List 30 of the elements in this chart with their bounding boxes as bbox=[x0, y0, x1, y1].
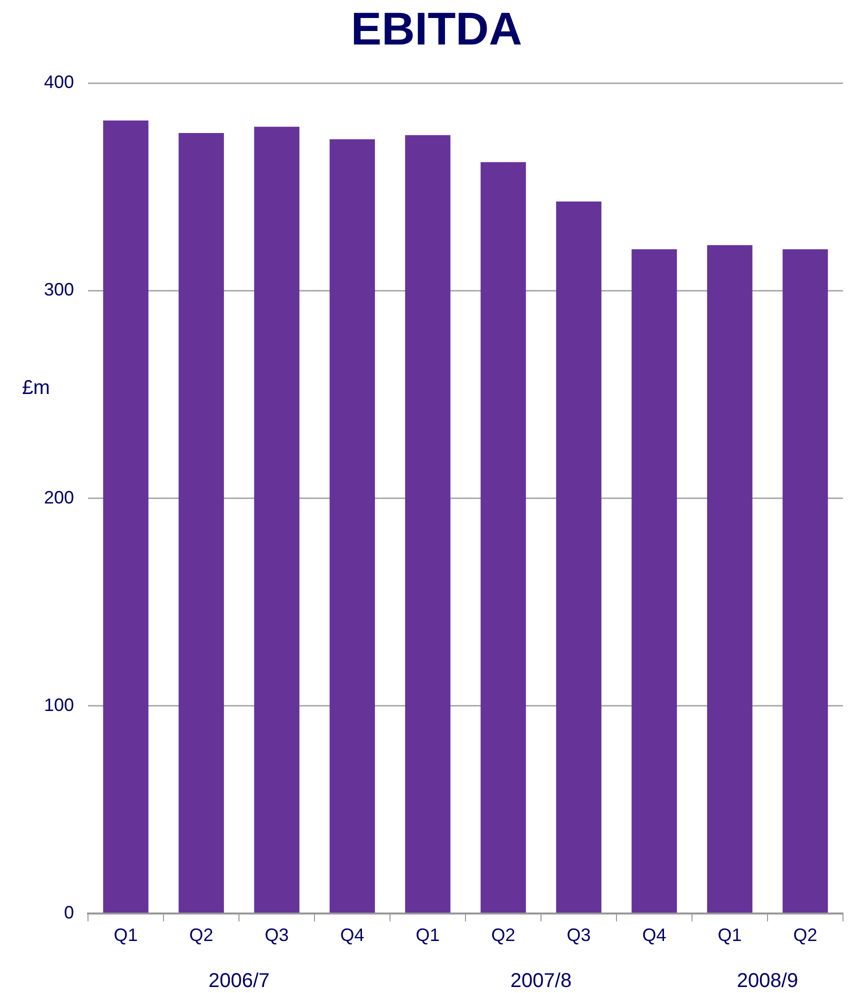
y-tick-label: 400 bbox=[44, 72, 74, 92]
x-tick-label: Q2 bbox=[491, 925, 516, 946]
y-tick-label: 0 bbox=[64, 902, 74, 922]
bar bbox=[405, 135, 450, 913]
bar bbox=[103, 120, 148, 913]
bar bbox=[556, 202, 602, 913]
bar bbox=[707, 245, 752, 913]
text: 2008/9 bbox=[736, 970, 798, 992]
text: 2006/7 bbox=[208, 970, 270, 992]
x-tick-label: Q1 bbox=[718, 925, 742, 946]
text: 2007/8 bbox=[510, 970, 572, 992]
x-tick-label: Q3 bbox=[264, 925, 289, 946]
bar bbox=[330, 139, 375, 913]
y-tick-label: 300 bbox=[44, 280, 74, 300]
x-tick-label: Q1 bbox=[416, 925, 440, 946]
x-tick-label: Q4 bbox=[340, 925, 364, 946]
chart-title: EBITDA bbox=[350, 2, 522, 54]
bar bbox=[178, 133, 224, 913]
x-tick-label: Q2 bbox=[189, 925, 214, 946]
y-tick-label: 100 bbox=[44, 694, 74, 715]
x-tick-label: Q2 bbox=[793, 925, 818, 946]
x-tick-label: Q3 bbox=[566, 925, 591, 946]
x-tick-label: Q4 bbox=[642, 925, 666, 946]
bar bbox=[782, 249, 828, 913]
y-tick-label: 200 bbox=[44, 487, 74, 508]
bar bbox=[480, 162, 526, 913]
x-tick-label: Q1 bbox=[114, 925, 138, 946]
y-axis-title: £m bbox=[22, 376, 50, 399]
bar bbox=[632, 249, 677, 913]
bar bbox=[254, 126, 300, 913]
